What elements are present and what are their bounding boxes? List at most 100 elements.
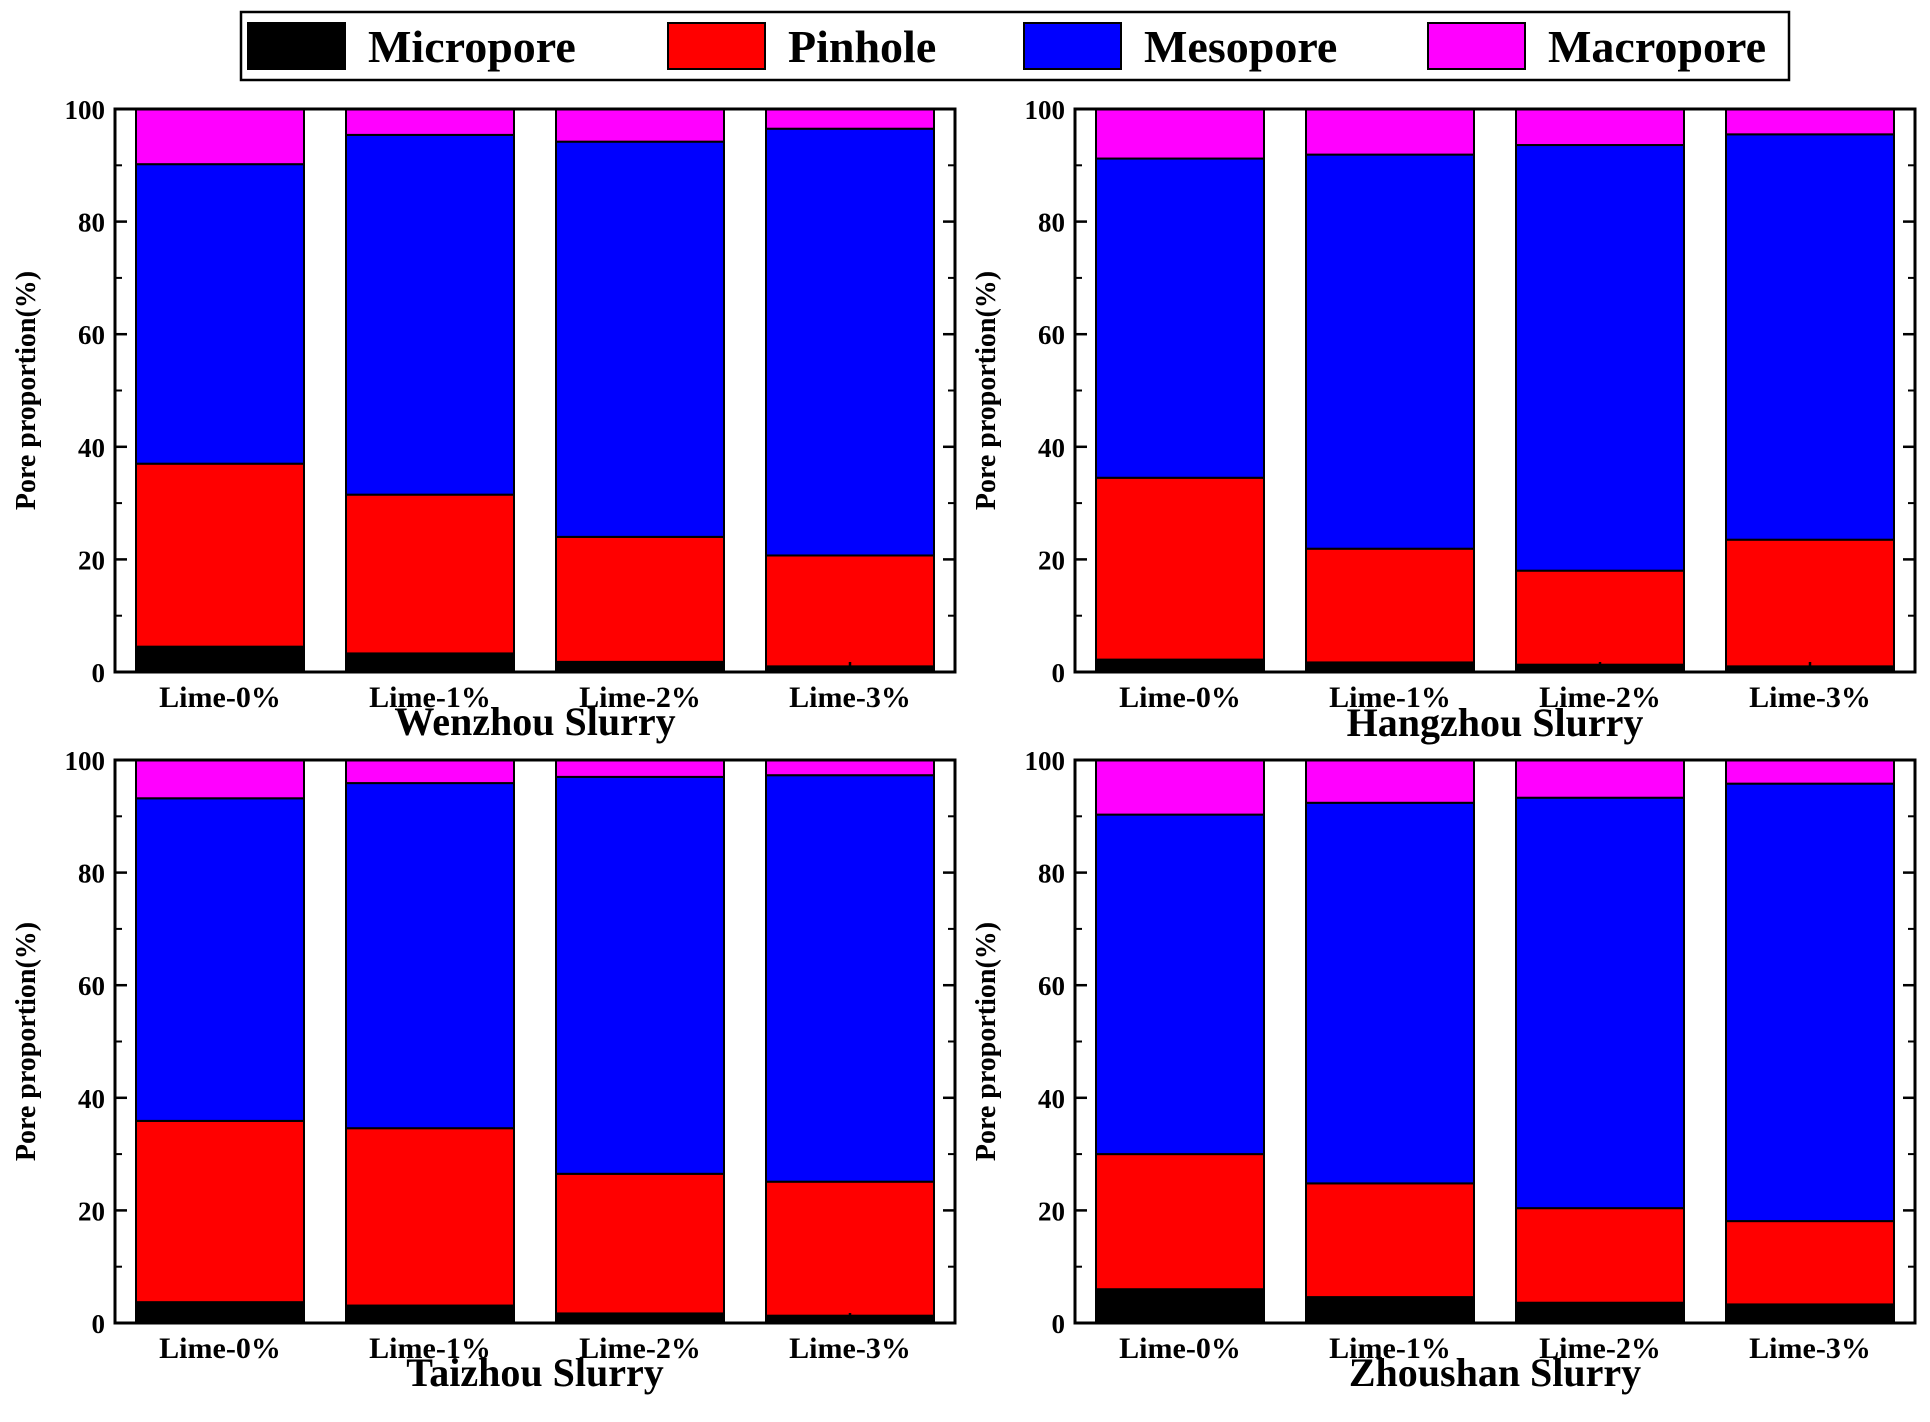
- y-tick-label: 80: [1038, 208, 1065, 238]
- y-axis-title: Pore proportion(%): [971, 922, 1002, 1161]
- bar-taizhou-slurry-lime-0pct-pinhole: [135, 1119, 305, 1304]
- y-tick-label: 60: [1038, 320, 1065, 350]
- x-tick-label-lime-0pct: Lime-0%: [159, 1332, 281, 1365]
- bar-hangzhou-slurry-lime-3pct-pinhole: [1725, 538, 1895, 668]
- bar-wenzhou-slurry-lime-3pct-mesopore: [765, 127, 935, 557]
- bar-hangzhou-slurry-lime-1pct-macropore: [1305, 108, 1475, 156]
- bar-wenzhou-slurry-lime-3pct-pinhole: [765, 554, 935, 668]
- y-tick-label: 0: [92, 658, 106, 688]
- legend-frame: [239, 10, 1791, 82]
- x-tick-label-lime-1pct: Lime-1%: [369, 1332, 491, 1365]
- y-tick-label: 0: [92, 1309, 106, 1339]
- y-tick-label: 20: [78, 545, 105, 575]
- bar-zhoushan-slurry-lime-1pct-mesopore: [1305, 801, 1475, 1185]
- bar-hangzhou-slurry-lime-2pct-mesopore: [1515, 144, 1685, 572]
- legend-item-mesopore: Mesopore: [1023, 21, 1337, 72]
- y-tick-label: 100: [1025, 95, 1066, 125]
- bar-wenzhou-slurry-lime-1pct-pinhole: [345, 493, 515, 655]
- y-tick-label: 100: [1025, 746, 1066, 776]
- bar-taizhou-slurry-lime-1pct-pinhole: [345, 1127, 515, 1307]
- legend-swatch-micropore: [247, 22, 346, 70]
- y-tick-label: 20: [1038, 1196, 1065, 1226]
- chart-wenzhou-slurry: 0 20 40 60 80 100 Lime-0% Lime-1% Lime-2% Lime-3%…: [11, 95, 957, 744]
- y-tick-label: 0: [1052, 658, 1066, 688]
- x-tick-label-lime-1pct: Lime-1%: [369, 681, 491, 714]
- bar-hangzhou-slurry-lime-0pct-macropore: [1095, 108, 1265, 160]
- y-tick-label: 100: [65, 95, 106, 125]
- bar-hangzhou-slurry-lime-1pct-mesopore: [1305, 153, 1475, 550]
- bar-zhoushan-slurry-lime-1pct-pinhole: [1305, 1182, 1475, 1299]
- bar-wenzhou-slurry-lime-2pct-mesopore: [555, 140, 725, 538]
- bar-wenzhou-slurry-lime-2pct-pinhole: [555, 535, 725, 663]
- y-tick-label: 40: [78, 1084, 105, 1114]
- x-tick-label-lime-0pct: Lime-0%: [1119, 1332, 1241, 1365]
- bar-wenzhou-slurry-lime-0pct-pinhole: [135, 462, 305, 648]
- bar-taizhou-slurry-lime-3pct-pinhole: [765, 1180, 935, 1317]
- bar-hangzhou-slurry-lime-0pct-mesopore: [1095, 157, 1265, 479]
- y-tick-label: 60: [1038, 971, 1065, 1001]
- y-tick-label: 80: [78, 859, 105, 889]
- y-tick-label: 60: [78, 971, 105, 1001]
- chart-zhoushan-slurry: 0 20 40 60 80 100 Lime-0% Lime-1% Lime-2% Lime-3%…: [971, 746, 1917, 1395]
- bar-hangzhou-slurry-lime-0pct-pinhole: [1095, 476, 1265, 661]
- bar-zhoushan-slurry-lime-3pct-mesopore: [1725, 782, 1895, 1223]
- y-tick-label: 40: [1038, 433, 1065, 463]
- bar-wenzhou-slurry-lime-3pct-macropore: [765, 108, 935, 130]
- bar-taizhou-slurry-lime-2pct-macropore: [555, 759, 725, 778]
- legend-swatch-mesopore: [1023, 22, 1122, 70]
- bar-zhoushan-slurry-lime-2pct-macropore: [1515, 759, 1685, 799]
- bar-taizhou-slurry-lime-0pct-mesopore: [135, 797, 305, 1122]
- legend-swatch-macropore: [1427, 22, 1526, 70]
- bar-taizhou-slurry-lime-1pct-macropore: [345, 759, 515, 785]
- bar-zhoushan-slurry-lime-0pct-macropore: [1095, 759, 1265, 816]
- legend: Micropore Pinhole Mesopore Macropore: [239, 10, 1791, 82]
- y-axis-title: Pore proportion(%): [11, 922, 42, 1161]
- x-tick-label-lime-2pct: Lime-2%: [1539, 681, 1661, 714]
- y-tick-label: 0: [1052, 1309, 1066, 1339]
- bar-zhoushan-slurry-lime-2pct-pinhole: [1515, 1207, 1685, 1304]
- y-axis-title: Pore proportion(%): [11, 271, 42, 510]
- y-tick-label: 20: [1038, 545, 1065, 575]
- panel-title: Hangzhou Slurry: [1347, 700, 1644, 745]
- bar-wenzhou-slurry-lime-0pct-mesopore: [135, 163, 305, 465]
- x-tick-label-lime-0pct: Lime-0%: [1119, 681, 1241, 714]
- legend-label-macropore: Macropore: [1548, 21, 1766, 72]
- bar-wenzhou-slurry-lime-2pct-macropore: [555, 108, 725, 143]
- bar-hangzhou-slurry-lime-2pct-pinhole: [1515, 569, 1685, 666]
- chart-hangzhou-slurry: 0 20 40 60 80 100 Lime-0% Lime-1% Lime-2% Lime-3%…: [971, 95, 1917, 745]
- bar-hangzhou-slurry-lime-3pct-macropore: [1725, 108, 1895, 136]
- legend-item-macropore: Macropore: [1427, 21, 1766, 72]
- bar-taizhou-slurry-lime-3pct-mesopore: [765, 774, 935, 1183]
- y-tick-label: 60: [78, 320, 105, 350]
- bar-zhoushan-slurry-lime-3pct-pinhole: [1725, 1220, 1895, 1306]
- x-tick-label-lime-2pct: Lime-2%: [1539, 1332, 1661, 1365]
- x-tick-label-lime-3pct: Lime-3%: [789, 681, 911, 714]
- x-tick-label-lime-3pct: Lime-3%: [789, 1332, 911, 1365]
- y-tick-label: 40: [78, 433, 105, 463]
- x-tick-label-lime-2pct: Lime-2%: [579, 681, 701, 714]
- bar-taizhou-slurry-lime-0pct-macropore: [135, 759, 305, 800]
- bar-zhoushan-slurry-lime-1pct-macropore: [1305, 759, 1475, 804]
- bar-hangzhou-slurry-lime-2pct-macropore: [1515, 108, 1685, 147]
- bar-taizhou-slurry-lime-2pct-pinhole: [555, 1172, 725, 1315]
- y-tick-label: 80: [1038, 859, 1065, 889]
- x-tick-label-lime-0pct: Lime-0%: [159, 681, 281, 714]
- bar-zhoushan-slurry-lime-0pct-mesopore: [1095, 813, 1265, 1156]
- legend-label-pinhole: Pinhole: [788, 21, 936, 72]
- bar-zhoushan-slurry-lime-0pct-pinhole: [1095, 1153, 1265, 1291]
- panel-title: Zhoushan Slurry: [1349, 1350, 1641, 1395]
- bar-hangzhou-slurry-lime-3pct-mesopore: [1725, 133, 1895, 541]
- legend-label-mesopore: Mesopore: [1144, 21, 1337, 72]
- x-tick-label-lime-3pct: Lime-3%: [1749, 1332, 1871, 1365]
- legend-swatch-pinhole: [667, 22, 766, 70]
- y-axis-title: Pore proportion(%): [971, 271, 1002, 510]
- panel-title: Wenzhou Slurry: [394, 699, 675, 744]
- y-tick-label: 80: [78, 208, 105, 238]
- bar-taizhou-slurry-lime-1pct-mesopore: [345, 782, 515, 1130]
- bar-wenzhou-slurry-lime-0pct-macropore: [135, 108, 305, 166]
- bar-wenzhou-slurry-lime-1pct-macropore: [345, 108, 515, 136]
- bar-wenzhou-slurry-lime-1pct-mesopore: [345, 133, 515, 496]
- x-tick-label-lime-3pct: Lime-3%: [1749, 681, 1871, 714]
- panel-title: Taizhou Slurry: [406, 1350, 663, 1395]
